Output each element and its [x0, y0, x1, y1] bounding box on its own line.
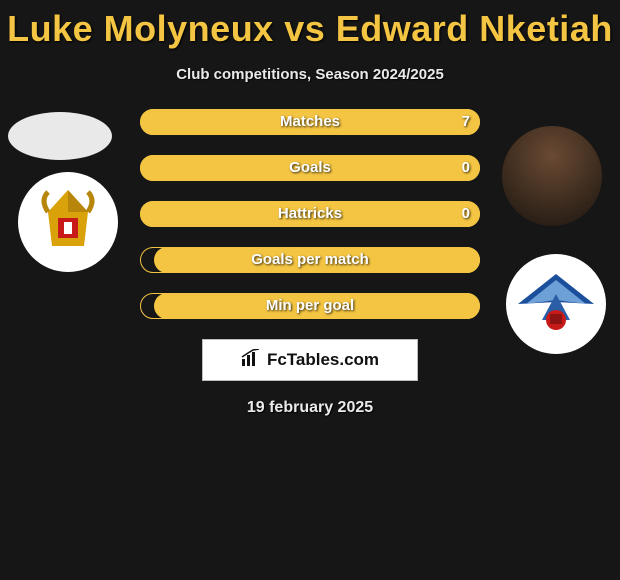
- stat-label: Min per goal: [140, 293, 480, 319]
- stat-value-right: 0: [462, 201, 470, 227]
- subtitle: Club competitions, Season 2024/2025: [0, 66, 620, 83]
- stats-area: Matches7Goals0Hattricks0Goals per matchM…: [0, 109, 620, 319]
- stat-row: Hattricks0: [140, 201, 480, 227]
- stat-row: Matches7: [140, 109, 480, 135]
- stat-value-right: 0: [462, 155, 470, 181]
- stat-label: Goals per match: [140, 247, 480, 273]
- stat-label: Goals: [140, 155, 480, 181]
- branding-text: FcTables.com: [267, 350, 379, 370]
- branding-box: FcTables.com: [202, 339, 418, 381]
- branding-chart-icon: [241, 349, 261, 372]
- stat-label: Matches: [140, 109, 480, 135]
- stat-row: Goals0: [140, 155, 480, 181]
- stat-label: Hattricks: [140, 201, 480, 227]
- date-text: 19 february 2025: [0, 399, 620, 417]
- stat-value-right: 7: [462, 109, 470, 135]
- stat-row: Min per goal: [140, 293, 480, 319]
- page-title: Luke Molyneux vs Edward Nketiah: [0, 0, 620, 50]
- stat-row: Goals per match: [140, 247, 480, 273]
